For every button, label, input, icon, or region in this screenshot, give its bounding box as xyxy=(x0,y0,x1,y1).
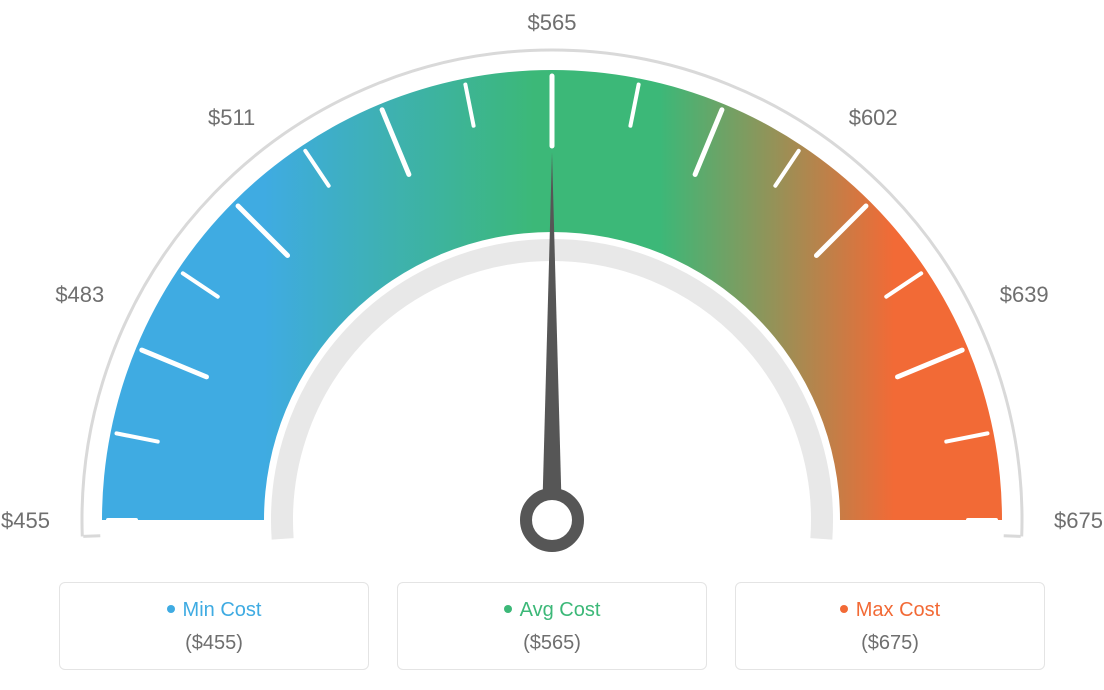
gauge-svg xyxy=(0,0,1104,560)
legend-avg-dot-icon xyxy=(504,605,512,613)
legend-min-dot-icon xyxy=(167,605,175,613)
legend-max-dot-icon xyxy=(840,605,848,613)
cost-gauge-container: $455 $483 $511 $565 $602 $639 $675 Min Cost ($… xyxy=(0,0,1104,690)
gauge-tick-label: $483 xyxy=(55,282,104,308)
legend-avg-value: ($565) xyxy=(408,632,696,655)
legend-min-value: ($455) xyxy=(70,632,358,655)
gauge-chart: $455 $483 $511 $565 $602 $639 $675 xyxy=(0,0,1104,560)
legend-max-label: Max Cost xyxy=(856,599,940,621)
gauge-tick-label: $602 xyxy=(849,105,898,131)
legend-card-min: Min Cost ($455) xyxy=(59,582,369,670)
legend-max-title: Max Cost xyxy=(746,599,1034,622)
legend-avg-label: Avg Cost xyxy=(520,599,601,621)
legend-min-title: Min Cost xyxy=(70,599,358,622)
gauge-tick-label: $675 xyxy=(1054,508,1103,534)
legend-card-avg: Avg Cost ($565) xyxy=(397,582,707,670)
legend-card-max: Max Cost ($675) xyxy=(735,582,1045,670)
gauge-tick-label: $639 xyxy=(1000,282,1049,308)
legend-row: Min Cost ($455) Avg Cost ($565) Max Cost… xyxy=(0,582,1104,670)
legend-min-label: Min Cost xyxy=(183,599,262,621)
gauge-tick-label: $455 xyxy=(1,508,50,534)
legend-max-value: ($675) xyxy=(746,632,1034,655)
gauge-tick-label: $565 xyxy=(528,10,577,36)
legend-avg-title: Avg Cost xyxy=(408,599,696,622)
gauge-tick-label: $511 xyxy=(208,105,255,131)
